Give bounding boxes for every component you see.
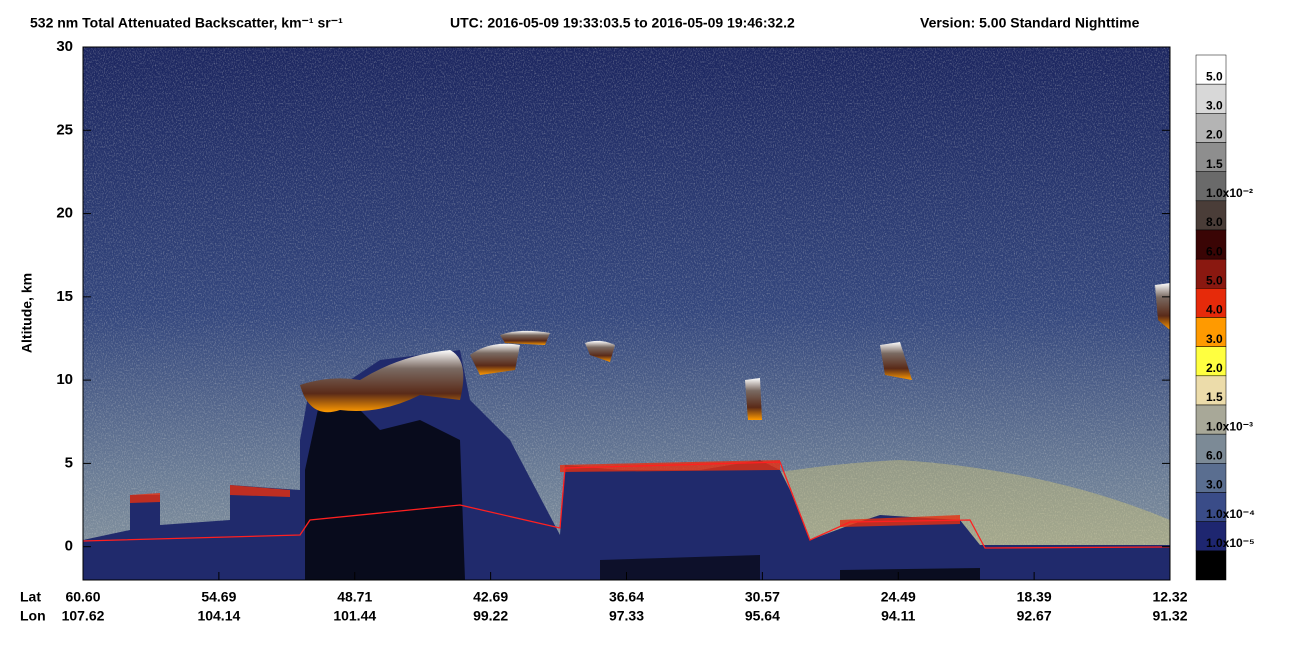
colorbar-label: 1.0x10⁻² (1206, 186, 1253, 200)
colorbar-label: 1.5 (1206, 157, 1223, 171)
lat-label: 42.69 (473, 589, 508, 605)
colorbar-label: 3.0 (1206, 478, 1223, 492)
y-tick-label: 0 (65, 538, 73, 555)
colorbar-swatch (1195, 550, 1227, 581)
y-axis-label: Altitude, km (19, 273, 35, 353)
lon-label: 101.44 (333, 608, 376, 624)
colorbar-swatch (1195, 433, 1227, 464)
colorbar-swatch (1195, 521, 1227, 552)
lat-label: 24.49 (881, 589, 916, 605)
lat-label: 18.39 (1017, 589, 1052, 605)
version: Version: 5.00 Standard Nighttime (920, 15, 1140, 31)
colorbar-swatch (1195, 142, 1227, 172)
lat-label: 12.32 (1152, 589, 1187, 605)
lon-label: 95.64 (745, 608, 780, 624)
colorbar-label: 1.0x10⁻³ (1206, 419, 1253, 433)
lat-label: 60.60 (65, 589, 100, 605)
colorbar-label: 5.0 (1206, 274, 1223, 288)
colorbar-label: 6.0 (1206, 244, 1223, 258)
colorbar-label: 8.0 (1206, 215, 1223, 229)
utc-range: UTC: 2016-05-09 19:33:03.5 to 2016-05-09… (450, 15, 795, 31)
colorbar-label: 1.5 (1206, 390, 1223, 404)
colorbar-label: 3.0 (1206, 332, 1223, 346)
colorbar-label: 1.0x10⁻⁵ (1206, 536, 1255, 550)
plot-background (82, 46, 1171, 581)
lat-label: 30.57 (745, 589, 780, 605)
colorbar-swatch (1195, 346, 1227, 377)
colorbar-swatch (1195, 375, 1227, 406)
colorbar-swatch (1195, 492, 1227, 522)
lon-label: 99.22 (473, 608, 508, 624)
chart-title: 532 nm Total Attenuated Backscatter, km⁻… (30, 15, 343, 31)
lon-label: 97.33 (609, 608, 644, 624)
colorbar-label: 6.0 (1206, 449, 1223, 463)
lat-label: 36.64 (609, 589, 644, 605)
colorbar-swatch (1195, 317, 1227, 347)
y-tick-label: 30 (56, 38, 73, 55)
colorbar-swatch (1195, 171, 1227, 202)
colorbar-label: 4.0 (1206, 303, 1223, 317)
colorbar-swatch (1195, 229, 1227, 260)
lat-title: Lat (20, 589, 41, 605)
y-tick-label: 20 (56, 205, 73, 222)
lon-title: Lon (20, 608, 46, 624)
lon-label: 91.32 (1152, 608, 1187, 624)
colorbar-swatch (1195, 113, 1227, 143)
lon-label: 94.11 (881, 608, 915, 624)
colorbar-swatch (1195, 463, 1227, 493)
lon-label: 107.62 (62, 608, 105, 624)
colorbar-swatch (1195, 404, 1227, 435)
y-tick-label: 5 (65, 454, 73, 471)
lon-label: 92.67 (1017, 608, 1052, 624)
lon-label: 104.14 (197, 608, 240, 624)
colorbar-label: 5.0 (1206, 69, 1223, 83)
colorbar-swatch (1195, 288, 1227, 318)
colorbar-swatch (1195, 54, 1227, 85)
y-tick-label: 10 (56, 371, 73, 388)
y-tick-label: 25 (56, 121, 73, 138)
lat-label: 48.71 (337, 589, 372, 605)
colorbar-label: 3.0 (1206, 99, 1223, 113)
y-tick-label: 15 (56, 288, 73, 305)
colorbar-label: 2.0 (1206, 361, 1223, 375)
lat-label: 54.69 (201, 589, 236, 605)
colorbar-label: 1.0x10⁻⁴ (1206, 507, 1255, 521)
colorbar-label: 2.0 (1206, 128, 1223, 142)
